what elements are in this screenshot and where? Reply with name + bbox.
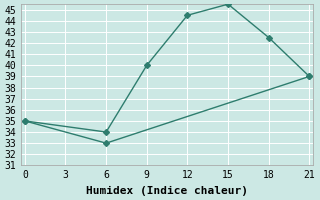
X-axis label: Humidex (Indice chaleur): Humidex (Indice chaleur) [86, 186, 248, 196]
